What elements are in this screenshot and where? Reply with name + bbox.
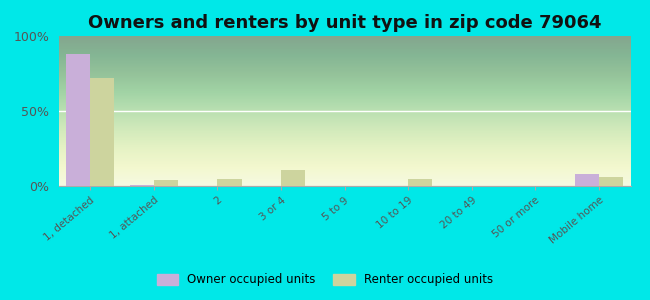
Bar xyxy=(66,54,90,186)
Bar xyxy=(599,177,623,186)
Bar xyxy=(130,184,154,186)
Bar xyxy=(90,78,114,186)
Bar xyxy=(281,169,305,186)
Title: Owners and renters by unit type in zip code 79064: Owners and renters by unit type in zip c… xyxy=(88,14,601,32)
Bar xyxy=(575,174,599,186)
Bar xyxy=(217,178,242,186)
Legend: Owner occupied units, Renter occupied units: Owner occupied units, Renter occupied un… xyxy=(152,269,498,291)
Bar xyxy=(408,178,432,186)
Bar xyxy=(154,180,178,186)
